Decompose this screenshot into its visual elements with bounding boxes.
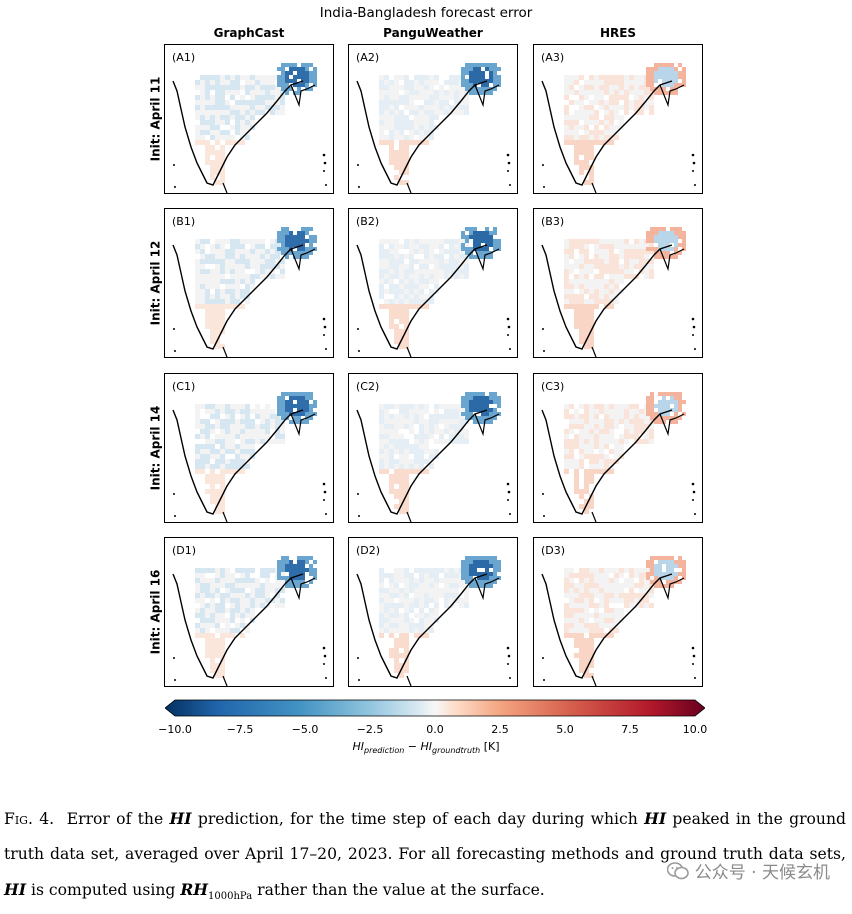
panel-label: (A3): [541, 51, 565, 64]
india-map: [541, 63, 696, 193]
map-panel-a1: (A1): [164, 44, 334, 194]
panel-label: (D3): [541, 544, 566, 557]
panel-label: (D1): [172, 544, 197, 557]
india-map: [541, 392, 696, 522]
map-panel-a3: (A3): [533, 44, 703, 194]
map-panel-a2: (A2): [348, 44, 518, 194]
india-map: [356, 227, 511, 357]
india-map: [356, 63, 511, 193]
panel-label: (B1): [172, 215, 196, 228]
row-label-april-14: Init: April 14: [148, 405, 163, 491]
india-map: [172, 392, 327, 522]
colorbar-tick: −7.5: [226, 723, 254, 736]
colorbar-tick: 2.5: [491, 723, 509, 736]
figure-title: India-Bangladesh forecast error: [319, 5, 533, 21]
panel-label: (C3): [541, 380, 565, 393]
india-map: [356, 556, 511, 686]
colorbar-tick: −10.0: [158, 723, 192, 736]
figure-caption: Fig. 4. Error of the HI prediction, for …: [4, 809, 846, 903]
colorbar-tick: 10.0: [682, 723, 708, 736]
india-map: [356, 392, 511, 522]
map-panel-c1: (C1): [164, 373, 334, 523]
colorbar-tick: 7.5: [621, 723, 639, 736]
panel-label: (B3): [541, 215, 565, 228]
map-panel-b3: (B3): [533, 208, 703, 358]
colorbar-label: HIprediction − HIgroundtruth [K]: [352, 740, 500, 756]
map-panel-d1: (D1): [164, 537, 334, 687]
india-map: [172, 556, 327, 686]
row-label-april-11: Init: April 11: [148, 76, 163, 162]
panel-label: (B2): [356, 215, 380, 228]
colorbar-tick: −5.0: [291, 723, 319, 736]
column-title-panguweather: PanguWeather: [383, 26, 483, 40]
panel-label: (C2): [356, 380, 380, 393]
panel-label: (C1): [172, 380, 196, 393]
map-panel-c3: (C3): [533, 373, 703, 523]
colorbar-tick: 5.0: [556, 723, 574, 736]
column-title-graphcast: GraphCast: [213, 26, 285, 40]
india-map: [172, 227, 327, 357]
colorbar-tick: 0.0: [426, 723, 444, 736]
colorbar-tick: −2.5: [356, 723, 384, 736]
india-map: [541, 227, 696, 357]
map-panel-b1: (B1): [164, 208, 334, 358]
caption-fig-label: Fig. 4.: [4, 810, 55, 828]
panel-label: (A2): [356, 51, 380, 64]
map-panel-b2: (B2): [348, 208, 518, 358]
column-title-hres: HRES: [599, 26, 637, 40]
map-panel-c2: (C2): [348, 373, 518, 523]
row-label-april-16: Init: April 16: [148, 569, 163, 655]
colorbar: [165, 699, 705, 717]
panel-label: (A1): [172, 51, 196, 64]
india-map: [541, 556, 696, 686]
map-panel-d2: (D2): [348, 537, 518, 687]
map-panel-d3: (D3): [533, 537, 703, 687]
wechat-icon: [666, 861, 689, 879]
row-label-april-12: Init: April 12: [148, 240, 163, 326]
watermark: 公众号 · 天候玄机: [666, 858, 830, 883]
india-map: [172, 63, 327, 193]
panel-label: (D2): [356, 544, 381, 557]
